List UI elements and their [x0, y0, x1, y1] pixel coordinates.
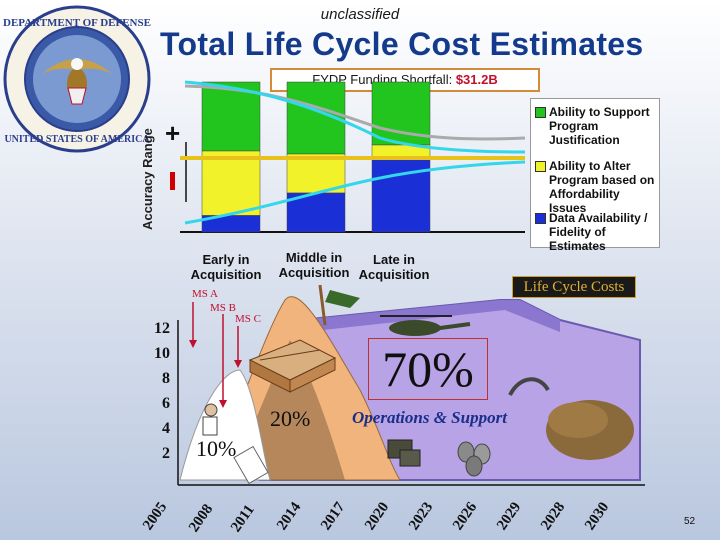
legend-label-data: Data Availability / Fidelity of Estimate… [549, 211, 648, 253]
legend-swatch-blue [535, 213, 546, 224]
milestone-a-label: MS A [192, 288, 218, 300]
blueprint-icon [233, 445, 269, 485]
cost-y-tick: 12 [154, 320, 170, 337]
troops-icon [546, 400, 634, 460]
cost-y-tick: 8 [162, 370, 170, 387]
accuracy-minus [170, 172, 175, 190]
legend-label-support: Ability to Support Program Justification [549, 105, 650, 147]
factory-icon [248, 339, 337, 393]
helicopter-icon [380, 315, 471, 336]
milestone-b-label: MS B [210, 302, 236, 314]
phase-middle-line1: Middle in [285, 250, 343, 265]
phase-early-line2: Acquisition [190, 267, 262, 282]
bar-segment-data-1 [201, 215, 261, 233]
legend-swatch-yellow [535, 161, 546, 172]
page-number: 52 [684, 516, 696, 527]
percent-10-label: 10% [196, 436, 237, 461]
phase-early-line1: Early in [202, 252, 250, 267]
milestone-c-label: MS C [235, 313, 261, 325]
legend-swatch-green [535, 107, 546, 118]
dod-seal-icon: DEPARTMENT OF DEFENSE UNITED STATES OF A… [3, 5, 151, 153]
accuracy-plus: + [165, 118, 181, 148]
fuel-hose-icon [508, 377, 550, 397]
phase-middle: Middle in Acquisition [274, 250, 354, 280]
cost-y-tick: 10 [154, 345, 170, 362]
svg-text:UNITED STATES OF AMERICA: UNITED STATES OF AMERICA [4, 134, 150, 145]
bar-segment-alter-1 [201, 150, 261, 216]
fuel-barrels-icon [457, 441, 491, 477]
legend-label-alter: Ability to Alter Program based on Afford… [549, 159, 655, 215]
bar-legend: Ability to Support Program Justification… [530, 98, 660, 253]
accuracy-bar-chart [180, 80, 526, 233]
phase-late-line2: Acquisition [358, 267, 430, 282]
phase-middle-line2: Acquisition [278, 265, 350, 280]
percent-20-label: 20% [270, 406, 311, 431]
percent-70-label: 70% [368, 338, 488, 400]
cost-y-tick: 4 [162, 420, 170, 437]
cost-y-tick: 6 [162, 395, 170, 412]
lower-accuracy-curve [184, 160, 526, 225]
svg-text:DEPARTMENT OF DEFENSE: DEPARTMENT OF DEFENSE [3, 17, 151, 29]
cost-y-tick: 2 [162, 445, 170, 462]
phase-late-line1: Late in [373, 252, 415, 267]
operations-support-label: Operations & Support [352, 408, 507, 427]
phase-early: Early in Acquisition [186, 252, 266, 282]
life-cycle-cost-graphic [177, 284, 645, 486]
supply-crates-icon [387, 439, 421, 467]
funding-amount: $31.2B [455, 72, 498, 87]
page-title: Total Life Cycle Cost Estimates [160, 26, 644, 62]
accuracy-axis-label: Accuracy Range [140, 128, 155, 230]
phase-late: Late in Acquisition [354, 252, 434, 282]
classification-label: unclassified [320, 6, 400, 23]
engineer-icon [202, 403, 218, 436]
life-cycle-costs-badge: Life Cycle Costs [512, 276, 636, 298]
upper-accuracy-curve [184, 80, 526, 154]
bar-segment-support-1 [201, 81, 261, 152]
signpost-icon [318, 284, 360, 326]
